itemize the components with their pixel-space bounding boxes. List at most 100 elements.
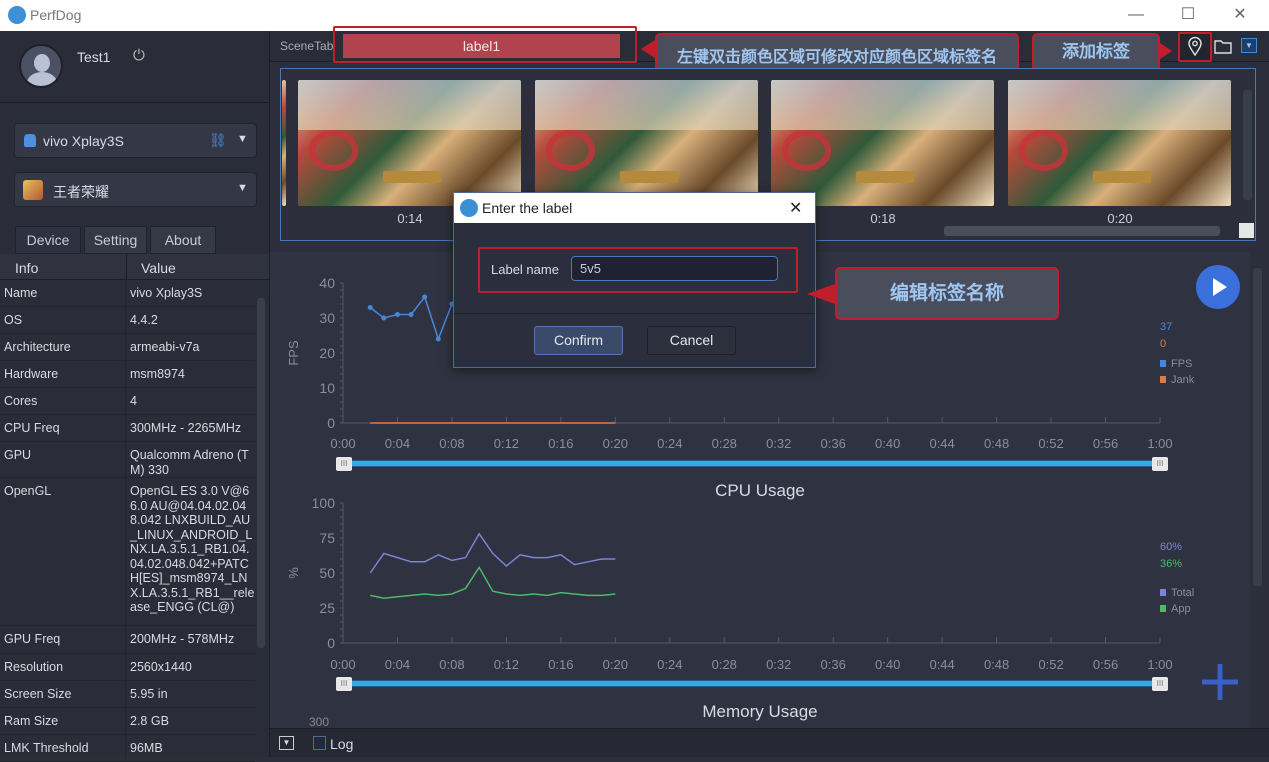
column-info: Info [15, 260, 39, 276]
y-axis-label: FPS [286, 340, 301, 366]
screenshot-thumbnail[interactable] [282, 80, 286, 206]
dropdown-toggle-icon[interactable]: ▼ [1241, 38, 1257, 53]
x-tick-label: 0:04 [385, 657, 410, 672]
x-tick-label: 0:00 [330, 657, 355, 672]
minimize-button[interactable]: — [1128, 6, 1144, 23]
y-tick-label: 10 [319, 380, 335, 396]
annotation-add-label: 添加标签 [1032, 33, 1160, 71]
table-row: Hardware msm8974 [0, 361, 255, 388]
table-row: Resolution 2560x1440 [0, 654, 255, 681]
series-line-app [370, 565, 616, 599]
label-name-input[interactable] [571, 256, 778, 281]
dialog-close-button[interactable]: ✕ [789, 200, 803, 217]
info-key: GPU Freq [4, 632, 61, 646]
table-row: Name vivo Xplay3S [0, 280, 255, 307]
y-tick-label: 75 [319, 530, 335, 546]
info-key: Cores [4, 394, 38, 408]
maximize-button[interactable]: ☐ [1180, 6, 1196, 23]
expand-icon[interactable]: ▼ [279, 736, 294, 750]
cancel-button[interactable]: Cancel [647, 326, 736, 355]
log-checkbox[interactable] [313, 736, 326, 750]
thumbnail-vscroll[interactable] [1243, 90, 1252, 200]
table-row: Ram Size 2.8 GB [0, 708, 255, 735]
log-label: Log [330, 736, 354, 752]
x-tick-label: 0:24 [657, 657, 682, 672]
y-tick-label: 40 [319, 275, 335, 291]
screenshot-thumbnail[interactable] [298, 80, 521, 206]
legend-swatch [1160, 360, 1166, 367]
data-point [381, 315, 387, 321]
tab-about[interactable]: About [150, 226, 216, 254]
tab-device[interactable]: Device [15, 226, 81, 254]
app-title: PerfDog [30, 7, 82, 23]
info-key: CPU Freq [4, 421, 60, 435]
dialog-title-bar: Enter the label ✕ [454, 193, 815, 223]
scene-label-region[interactable]: label1 [343, 34, 620, 58]
add-label-button[interactable] [1178, 32, 1212, 62]
title-bar: PerfDog — ☐ ✕ [0, 0, 1269, 31]
avatar[interactable] [19, 44, 63, 88]
current-value-app: 36% [1160, 558, 1182, 570]
sidebar-scrollbar[interactable] [257, 298, 265, 648]
legend-swatch [1160, 605, 1166, 612]
callout-arrow [1160, 43, 1172, 59]
y-tick-label: 0 [327, 415, 335, 431]
screenshot-thumbnail[interactable] [1008, 80, 1231, 206]
info-value: msm8974 [130, 367, 185, 381]
divider [0, 102, 269, 103]
current-value-fps: 37 [1160, 321, 1172, 333]
info-value: 2.8 GB [130, 714, 169, 728]
screenshot-thumbnail[interactable] [771, 80, 994, 206]
screenshot-thumbnail[interactable] [535, 80, 758, 206]
table-row: OS 4.4.2 [0, 307, 255, 334]
x-tick-label: 0:44 [929, 436, 954, 451]
table-row: Screen Size 5.95 in [0, 681, 255, 708]
legend-swatch [1160, 376, 1166, 383]
thumbnail-scrollbar[interactable] [944, 226, 1220, 236]
slider-handle-right[interactable]: III [1152, 457, 1168, 471]
y-tick-label: 20 [319, 345, 335, 361]
callout-arrow [807, 284, 835, 304]
info-key: Architecture [4, 340, 71, 354]
add-chart-icon[interactable] [1200, 662, 1240, 702]
device-dropdown[interactable]: vivo Xplay3S ⛓ ▼ [14, 123, 257, 158]
device-name: vivo Xplay3S [43, 133, 124, 149]
info-key: GPU [4, 448, 32, 462]
callout-arrow [641, 40, 655, 58]
android-icon [24, 134, 36, 147]
play-button[interactable] [1196, 265, 1240, 309]
tab-setting[interactable]: Setting [84, 226, 147, 254]
charts-scrollbar[interactable] [1253, 268, 1262, 586]
info-value: 96MB [130, 741, 163, 755]
legend-app: App [1171, 603, 1191, 615]
table-row: GPU Qualcomm Adreno (TM) 330 [0, 442, 255, 478]
slider-handle-left[interactable]: III [336, 677, 352, 691]
cpu-chart-title: CPU Usage [715, 481, 805, 500]
scene-tab-label: SceneTab [280, 39, 334, 53]
info-value: 2560x1440 [130, 660, 192, 674]
confirm-button[interactable]: Confirm [534, 326, 623, 355]
app-dropdown[interactable]: 王者荣耀 ▼ [14, 172, 257, 207]
folder-icon[interactable] [1213, 37, 1233, 55]
user-name: Test1 [77, 49, 111, 65]
x-tick-label: 0:00 [330, 436, 355, 451]
slider-handle-right[interactable]: III [1152, 677, 1168, 691]
data-point [408, 312, 414, 317]
y-tick-label: 100 [312, 495, 336, 511]
close-window-button[interactable]: ✕ [1233, 6, 1247, 23]
info-key: Hardware [4, 367, 59, 381]
info-value: 200MHz - 578MHz [130, 632, 235, 646]
x-tick-label: 0:32 [766, 436, 791, 451]
dialog-title: Enter the label [482, 200, 573, 216]
x-tick-label: 0:08 [439, 436, 464, 451]
app-icon [23, 180, 43, 200]
x-tick-label: 1:00 [1147, 657, 1172, 672]
power-icon[interactable]: ⏻ [133, 47, 145, 64]
slider-handle-left[interactable]: III [336, 457, 352, 471]
x-tick-label: 0:40 [875, 657, 900, 672]
x-tick-label: 0:28 [712, 436, 737, 451]
link-icon[interactable]: ⛓ [209, 132, 227, 148]
bottom-bar: ▼ Log [270, 728, 1269, 757]
y-tick-label: 30 [319, 310, 335, 326]
info-key: LMK Threshold [4, 741, 89, 755]
